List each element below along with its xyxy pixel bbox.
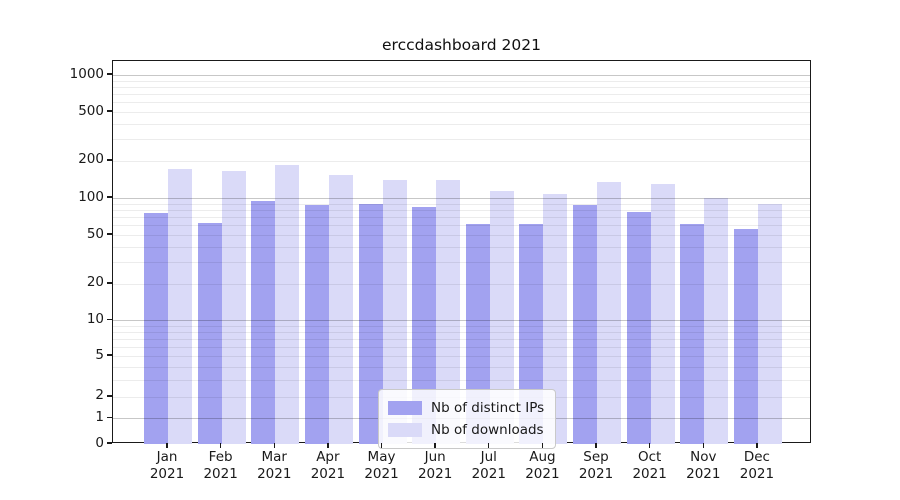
y-tick-label-1: 1 <box>95 408 104 425</box>
y-tick-mark-1 <box>107 416 112 418</box>
y-tick-mark-0 <box>107 442 112 444</box>
bar-distinct-ips-nov <box>680 223 705 444</box>
x-tick-mark-jul <box>488 443 490 448</box>
bar-downloads-jan <box>168 169 192 444</box>
x-tick-mark-feb <box>219 443 222 448</box>
y-tick-label-1000: 1000 <box>69 65 104 82</box>
x-tick-label-jan: Jan 2021 <box>149 449 185 482</box>
x-tick-mark-jun <box>434 443 436 448</box>
y-tick-mark-10 <box>107 318 112 321</box>
gridline-200 <box>113 160 810 162</box>
bar-distinct-ips-dec <box>733 228 758 444</box>
gridline-900 <box>113 80 810 82</box>
x-tick-label-jul: Jul 2021 <box>471 449 506 482</box>
x-tick-label-oct: Oct 2021 <box>632 449 667 482</box>
x-tick-label-dec: Dec 2021 <box>739 449 775 482</box>
y-tick-label-100: 100 <box>78 188 104 205</box>
x-tick-label-apr: Apr 2021 <box>310 449 346 482</box>
y-tick-mark-5 <box>107 354 112 356</box>
gridline-400 <box>113 123 810 125</box>
y-tick-mark-2 <box>107 395 112 397</box>
y-tick-label-10: 10 <box>86 310 104 327</box>
y-tick-mark-100 <box>107 196 112 198</box>
bar-distinct-ips-apr <box>304 205 329 444</box>
y-tick-label-200: 200 <box>78 151 104 168</box>
bar-downloads-nov <box>704 198 729 444</box>
bar-downloads-sep <box>597 181 622 444</box>
x-tick-label-sep: Sep 2021 <box>578 449 614 482</box>
x-tick-mark-mar <box>273 443 275 448</box>
legend-swatch-downloads <box>388 423 422 437</box>
gridline-700 <box>113 94 810 96</box>
legend-entry-downloads: Nb of downloads <box>388 419 544 441</box>
gridline-1000 <box>113 75 810 76</box>
x-tick-mark-oct <box>648 443 651 448</box>
gridline-300 <box>113 139 810 141</box>
bar-downloads-feb <box>221 170 246 444</box>
y-tick-label-500: 500 <box>78 102 104 119</box>
x-tick-mark-jan <box>166 443 168 448</box>
bar-distinct-ips-jan <box>144 212 168 444</box>
gridline-600 <box>113 102 810 104</box>
y-tick-mark-50 <box>107 233 112 235</box>
bar-downloads-mar <box>275 165 300 444</box>
y-tick-mark-200 <box>107 159 112 161</box>
x-tick-label-jun: Jun 2021 <box>417 449 453 482</box>
gridline-500 <box>113 112 810 114</box>
y-tick-label-20: 20 <box>86 274 104 291</box>
x-tick-mark-aug <box>541 443 544 448</box>
x-tick-label-mar: Mar 2021 <box>257 449 292 482</box>
y-tick-mark-20 <box>107 282 112 284</box>
bar-distinct-ips-feb <box>197 222 222 444</box>
x-tick-mark-apr <box>327 443 329 448</box>
y-tick-label-2: 2 <box>95 387 104 404</box>
bar-distinct-ips-mar <box>251 200 276 444</box>
y-tick-label-50: 50 <box>86 225 104 242</box>
bar-downloads-dec <box>757 204 782 444</box>
legend-label-distinct-ips: Nb of distinct IPs <box>431 400 545 416</box>
chart-title: erccdashboard 2021 <box>382 36 541 54</box>
y-tick-label-0: 0 <box>95 434 104 451</box>
bar-distinct-ips-oct <box>626 211 651 444</box>
x-tick-mark-may <box>380 443 383 448</box>
x-tick-label-nov: Nov 2021 <box>686 449 721 482</box>
gridline-800 <box>113 86 810 88</box>
x-tick-label-feb: Feb 2021 <box>203 449 238 482</box>
x-tick-mark-nov <box>702 443 704 448</box>
x-tick-label-may: May 2021 <box>364 449 399 482</box>
legend-entry-distinct-ips: Nb of distinct IPs <box>388 397 544 419</box>
plot-area: Nb of distinct IPs Nb of downloads <box>112 60 811 449</box>
x-tick-mark-dec <box>756 443 758 448</box>
legend-swatch-distinct-ips <box>388 401 422 415</box>
y-tick-mark-1000 <box>107 73 112 75</box>
bar-downloads-apr <box>328 174 353 444</box>
y-tick-label-5: 5 <box>95 346 104 363</box>
y-tick-mark-500 <box>107 110 112 112</box>
x-tick-label-aug: Aug 2021 <box>525 449 560 482</box>
legend-label-downloads: Nb of downloads <box>431 422 544 438</box>
bar-distinct-ips-sep <box>573 205 598 444</box>
legend: Nb of distinct IPs Nb of downloads <box>378 389 557 449</box>
bar-downloads-oct <box>650 184 675 444</box>
x-tick-mark-sep <box>595 443 597 448</box>
